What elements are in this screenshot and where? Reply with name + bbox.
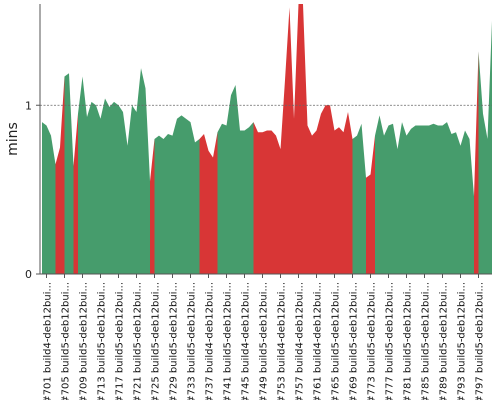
x-tick-label: #705 build5-deb12bui...	[61, 282, 72, 400]
x-tick-label: #793 build5-deb12bui...	[457, 282, 468, 400]
area-segment-fail	[366, 135, 375, 274]
x-tick-label: #709 build5-deb12bui...	[79, 282, 90, 400]
area-segment-fail	[73, 113, 78, 274]
area-segment-pass	[78, 68, 150, 274]
area-segment-fail	[150, 139, 155, 274]
x-tick-label: #785 build5-deb12bui...	[421, 282, 432, 400]
y-axis-ticks: 01	[25, 99, 40, 281]
x-tick-label: #701 build4-deb12bui...	[43, 282, 54, 400]
x-tick-label: #733 build5-deb12bui...	[187, 282, 198, 400]
x-tick-label: #773 build5-deb12bui...	[367, 282, 378, 400]
x-tick-label: #757 build4-deb12bui...	[295, 282, 306, 400]
x-tick-label: #729 build5-deb12bui...	[169, 282, 180, 400]
x-tick-label: #745 build4-deb12bui...	[241, 282, 252, 400]
area-segment-pass	[154, 115, 200, 274]
x-tick-label: #765 build5-deb12bui...	[331, 282, 342, 400]
x-tick-label: #741 build5-deb12bui...	[223, 282, 234, 400]
area-segment-fail	[199, 132, 218, 274]
area-segment-pass	[42, 122, 56, 274]
y-tick-label: 1	[25, 99, 32, 112]
area-segment-pass	[478, 20, 492, 274]
x-tick-label: #781 build5-deb12bui...	[403, 282, 414, 400]
area-segment-fail	[55, 76, 65, 274]
x-tick-label: #797 build5-deb12bui...	[475, 282, 486, 400]
x-tick-label: #749 build5-deb12bui...	[259, 282, 270, 400]
duration-area-layer	[42, 4, 492, 274]
x-tick-label: #753 build4-deb12bui...	[277, 282, 288, 400]
area-segment-pass	[64, 73, 74, 274]
area-segment-pass	[375, 115, 474, 274]
area-segment-fail	[474, 51, 479, 274]
area-segment-pass	[217, 85, 254, 274]
x-tick-label: #769 build5-deb12bui...	[349, 282, 360, 400]
x-tick-label: #777 build5-deb12bui...	[385, 282, 396, 400]
x-tick-label: #717 build5-deb12bui...	[115, 282, 126, 400]
x-tick-label: #725 build5-deb12bui...	[151, 282, 162, 400]
x-tick-label: #737 build4-deb12bui...	[205, 282, 216, 400]
x-tick-label: #721 build5-deb12bui...	[133, 282, 144, 400]
x-tick-label: #789 build5-deb12bui...	[439, 282, 450, 400]
x-tick-label: #713 build5-deb12bui...	[97, 282, 108, 400]
x-tick-label: #761 build4-deb12bui...	[313, 282, 324, 400]
area-segment-fail	[253, 4, 353, 274]
area-segment-pass	[352, 123, 366, 274]
y-tick-label: 0	[25, 268, 32, 281]
y-axis-title: mins	[5, 122, 21, 156]
x-axis-ticks: #701 build4-deb12bui... #705 build5-deb12…	[43, 274, 486, 400]
